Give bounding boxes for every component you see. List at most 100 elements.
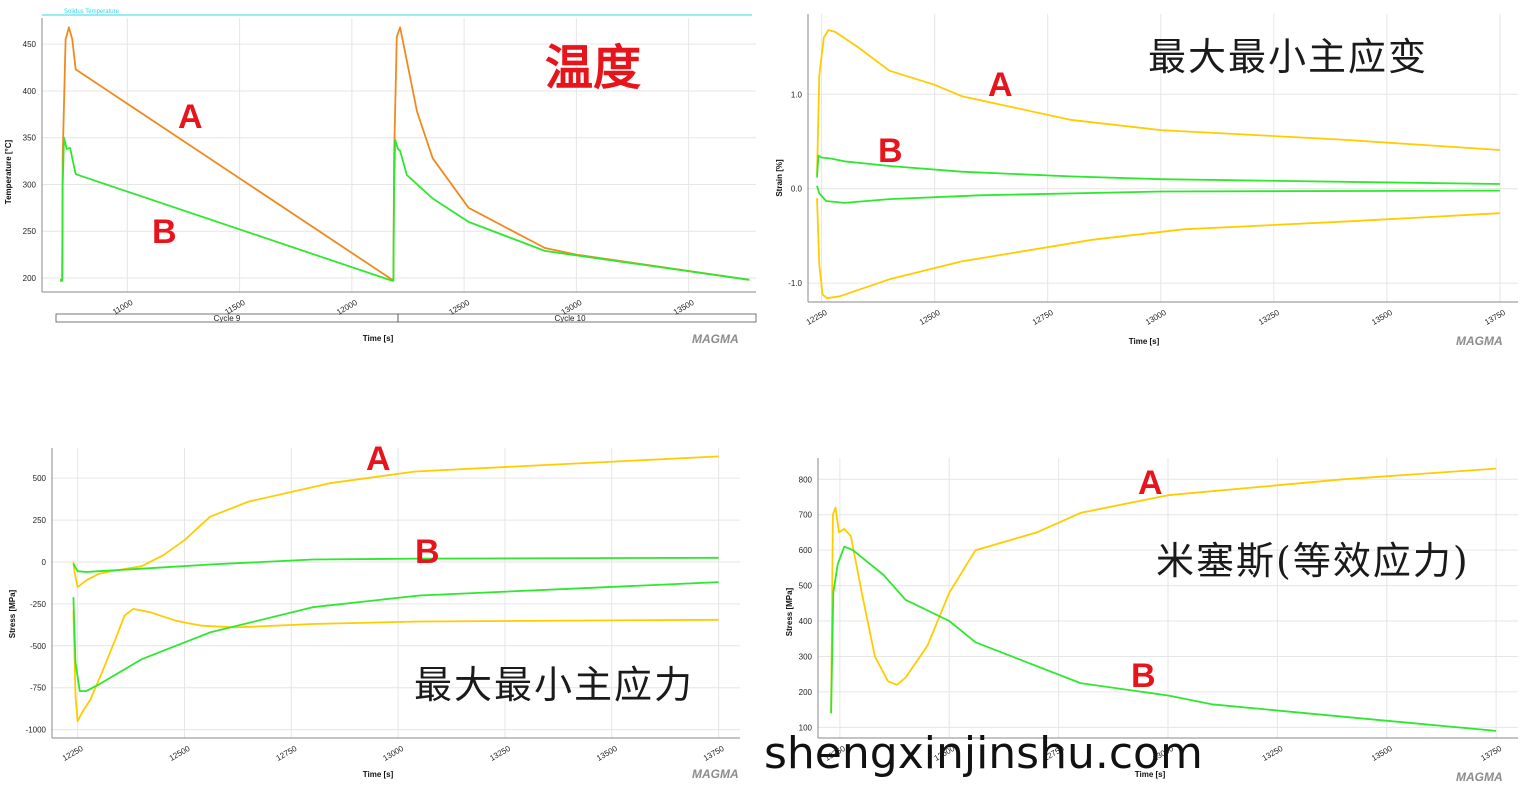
strain-x-label: Time [s]: [1129, 337, 1160, 346]
von-mises-title: 米塞斯(等效应力): [1156, 539, 1470, 583]
y-tick-label: 450: [23, 40, 37, 49]
x-tick-label: 12500: [918, 308, 942, 327]
von-mises-grid: [818, 458, 1518, 738]
strain-label-a: A: [988, 66, 1013, 104]
x-tick-label: 13750: [1479, 744, 1503, 763]
series-line-b: [60, 136, 750, 282]
cycle-9-label: Cycle 9: [214, 314, 241, 323]
temperature-label-a: A: [178, 98, 203, 136]
x-tick-label: 13250: [1261, 744, 1285, 763]
x-tick-label: 13250: [1257, 308, 1281, 327]
series-line-a: [830, 467, 1497, 714]
x-tick-label: 12750: [275, 744, 299, 763]
series-line-a: [72, 608, 719, 723]
y-tick-label: 300: [23, 180, 37, 189]
y-tick-label: 400: [799, 617, 813, 626]
x-tick-label: 13750: [702, 744, 726, 763]
temperature-title: 温度: [545, 40, 641, 96]
strain-x-ticks: 12250 12500 12750 13000 13250 13500 13750: [805, 308, 1508, 327]
temperature-y-label: Temperature [°C]: [4, 139, 13, 204]
magma-logo: MAGMA: [692, 332, 739, 346]
strain-y-ticks: 1.0 0.0 -1.0: [788, 90, 802, 288]
principal-stress-y-ticks: 500 250 0 -250 -500 -750 -1000: [26, 474, 47, 734]
series-line-b: [72, 581, 719, 692]
magma-logo: MAGMA: [1456, 770, 1503, 784]
x-tick-label: 12750: [1031, 308, 1055, 327]
solidus-label: Solidus Temperature: [64, 9, 120, 15]
strain-y-label: Strain [%]: [775, 159, 784, 197]
x-tick-label: 13000: [1144, 308, 1168, 327]
temperature-label-b: B: [152, 213, 177, 251]
x-tick-label: 13500: [595, 744, 619, 763]
y-tick-label: 0: [42, 558, 47, 567]
cycle-10-bar: [397, 313, 757, 323]
principal-stress-label-b: B: [415, 533, 440, 571]
strain-grid: [808, 14, 1518, 302]
principal-stress-label-a: A: [366, 440, 391, 478]
y-tick-label: 600: [799, 546, 813, 555]
series-line-a: [816, 29, 1500, 175]
y-tick-label: 700: [799, 511, 813, 520]
x-tick-label: 13500: [1370, 308, 1394, 327]
y-tick-label: 800: [799, 475, 813, 484]
von-mises-y-label: Stress [MPa]: [785, 587, 794, 636]
y-tick-label: 300: [799, 652, 813, 661]
series-line-b: [830, 545, 1497, 732]
y-tick-label: 250: [23, 227, 37, 236]
x-tick-label: 13000: [381, 744, 405, 763]
y-tick-label: -250: [30, 600, 47, 609]
series-line-a: [816, 198, 1500, 300]
y-tick-label: -500: [30, 642, 47, 651]
x-tick-label: 13500: [1370, 744, 1394, 763]
y-tick-label: 100: [799, 723, 813, 732]
principal-stress-x-ticks: 12250 12500 12750 13000 13250 13500 13750: [61, 744, 726, 763]
von-mises-label-a: A: [1138, 464, 1163, 502]
strain-title: 最大最小主应变: [1148, 35, 1428, 79]
strain-label-b: B: [878, 132, 903, 170]
x-tick-label: 12250: [61, 744, 85, 763]
y-tick-label: -1000: [26, 726, 47, 735]
principal-stress-series: [72, 455, 719, 723]
principal-stress-chart: 500 250 0 -250 -500 -750 -1000 12250 12500 12750…: [8, 440, 740, 781]
series-line-b: [816, 185, 1500, 204]
von-mises-label-b: B: [1131, 657, 1156, 695]
von-mises-series: [830, 467, 1497, 732]
von-mises-y-ticks: 800 700 600 500 400 300 200 100: [799, 475, 813, 732]
y-tick-label: 500: [799, 582, 813, 591]
y-tick-label: 200: [799, 688, 813, 697]
y-tick-label: 350: [23, 134, 37, 143]
principal-stress-grid: [52, 448, 740, 738]
series-line-b: [816, 154, 1500, 185]
y-tick-label: 500: [33, 474, 47, 483]
cycle-10-label: Cycle 10: [554, 314, 586, 323]
series-line-b: [72, 556, 719, 573]
magma-logo: MAGMA: [692, 767, 739, 781]
temperature-x-label: Time [s]: [363, 334, 394, 343]
y-tick-label: 250: [33, 516, 47, 525]
y-tick-label: 0.0: [791, 185, 803, 194]
magma-logo: MAGMA: [1456, 334, 1503, 348]
principal-stress-y-label: Stress [MPa]: [8, 589, 17, 638]
principal-stress-x-label: Time [s]: [363, 770, 394, 779]
y-tick-label: -1.0: [788, 279, 802, 288]
temperature-grid: [42, 18, 756, 292]
x-tick-label: 13250: [488, 744, 512, 763]
temperature-series: [60, 26, 750, 282]
von-mises-x-label: Time [s]: [1135, 770, 1166, 779]
strain-series: [816, 29, 1500, 300]
temperature-y-ticks: 200 250 300 350 400 450: [23, 40, 37, 283]
principal-stress-title: 最大最小主应力: [414, 663, 694, 707]
y-tick-label: 200: [23, 274, 37, 283]
x-tick-label: 12500: [168, 744, 192, 763]
watermark-text: shengxinjinshu.com: [764, 728, 1203, 779]
y-tick-label: 400: [23, 87, 37, 96]
y-tick-label: 1.0: [791, 90, 803, 99]
y-tick-label: -750: [30, 684, 47, 693]
x-tick-label: 13750: [1483, 308, 1507, 327]
strain-chart: 1.0 0.0 -1.0 12250 12500 12750 13000 13250 1350…: [775, 14, 1518, 348]
series-line-a: [72, 455, 719, 588]
x-tick-label: 12250: [805, 308, 829, 327]
